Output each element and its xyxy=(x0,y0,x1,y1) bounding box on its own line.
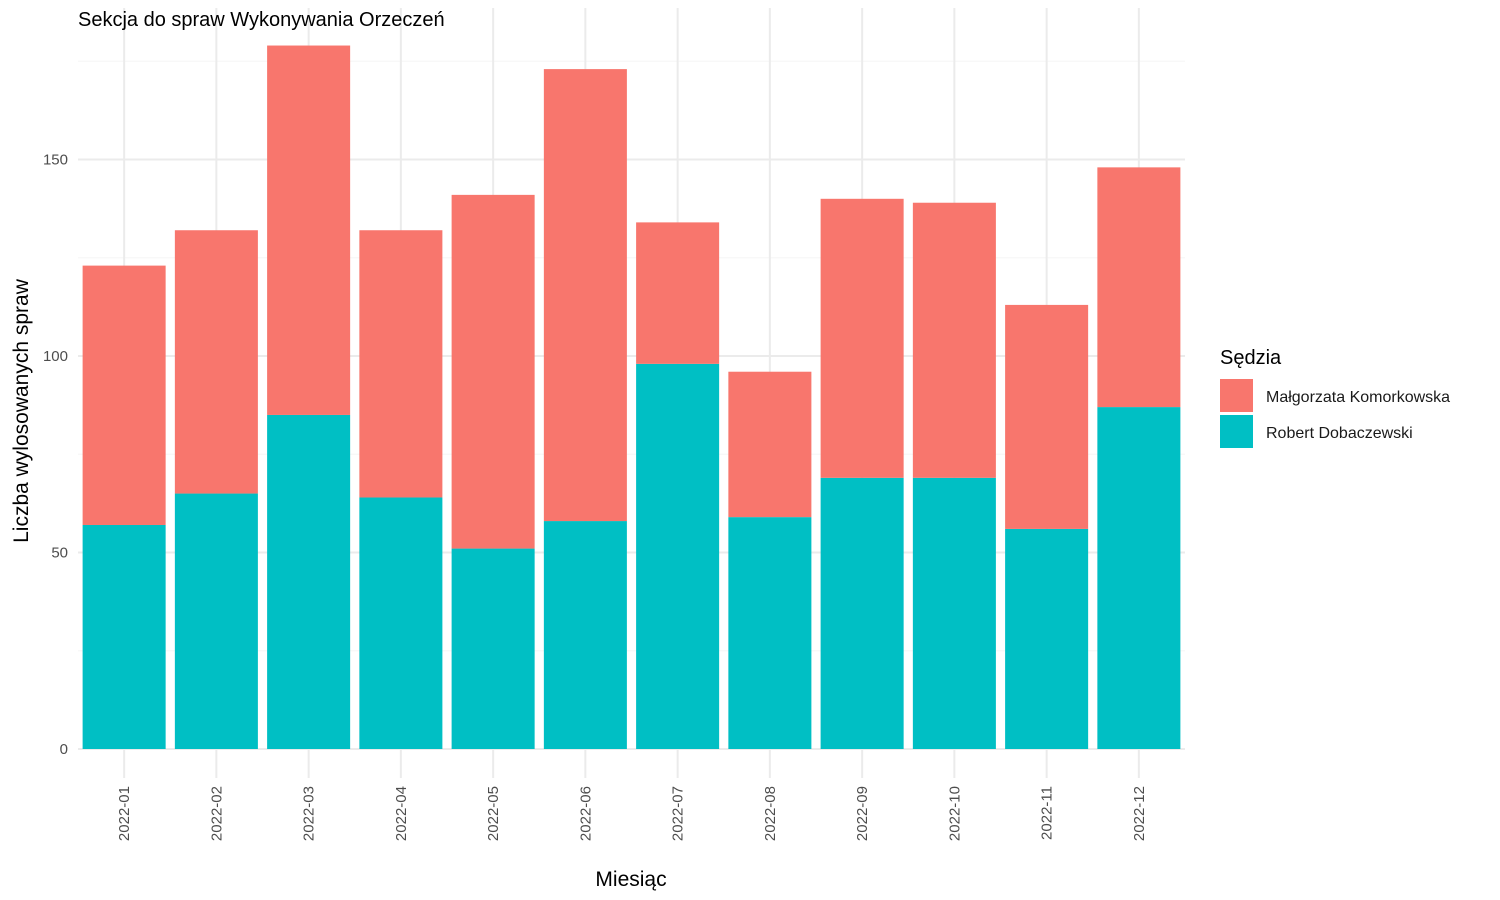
bar-2022-05-series-1 xyxy=(451,194,535,549)
bar-2022-11-series-1 xyxy=(1005,304,1089,529)
x-tick-label: 2022-08 xyxy=(762,786,779,841)
legend: Sędzia Małgorzata Komorkowska Robert Dob… xyxy=(1220,347,1450,448)
bar-2022-08-series-0 xyxy=(728,517,812,749)
legend-swatch-dobaczewski xyxy=(1220,415,1253,448)
bar-2022-06-series-0 xyxy=(543,521,627,749)
x-tick-label: 2022-04 xyxy=(393,786,410,841)
bar-2022-07-series-0 xyxy=(636,363,720,749)
x-tick-label: 2022-10 xyxy=(946,786,963,841)
bar-2022-09-series-0 xyxy=(820,477,904,749)
bar-2022-01-series-0 xyxy=(82,524,166,749)
x-tick-label: 2022-01 xyxy=(116,786,133,841)
x-tick-label: 2022-12 xyxy=(1131,786,1148,841)
x-tick-label: 2022-11 xyxy=(1039,786,1056,840)
chart-title: Sekcja do spraw Wykonywania Orzeczeń xyxy=(78,9,445,31)
y-tick-label: 0 xyxy=(60,741,68,758)
bar-2022-05-series-0 xyxy=(451,548,535,749)
x-tick-label: 2022-02 xyxy=(208,786,225,841)
y-tick-label: 100 xyxy=(43,348,68,365)
bar-2022-04-series-1 xyxy=(359,230,443,498)
bar-2022-03-series-1 xyxy=(267,45,351,415)
bar-2022-12-series-1 xyxy=(1097,167,1181,408)
bar-2022-10-series-1 xyxy=(912,202,996,478)
bar-2022-10-series-0 xyxy=(912,477,996,749)
bar-2022-04-series-0 xyxy=(359,497,443,749)
x-axis-title: Miesiąc xyxy=(595,868,666,891)
bars xyxy=(82,45,1181,749)
bar-2022-01-series-1 xyxy=(82,265,166,525)
bar-2022-02-series-1 xyxy=(174,230,258,494)
x-tick-label: 2022-07 xyxy=(670,786,687,841)
bar-2022-06-series-1 xyxy=(543,69,627,522)
legend-label-dobaczewski: Robert Dobaczewski xyxy=(1266,425,1413,442)
bar-2022-09-series-1 xyxy=(820,198,904,478)
bar-2022-07-series-1 xyxy=(636,222,720,364)
x-tick-label: 2022-05 xyxy=(485,786,502,841)
bar-2022-11-series-0 xyxy=(1005,528,1089,749)
legend-title: Sędzia xyxy=(1220,347,1282,369)
x-tick-label: 2022-09 xyxy=(854,786,871,841)
bar-2022-03-series-0 xyxy=(267,414,351,749)
legend-swatch-komorkowska xyxy=(1220,379,1253,412)
x-tick-label: 2022-06 xyxy=(577,786,594,841)
y-tick-label: 150 xyxy=(43,152,68,169)
y-axis-title: Liczba wylosowanych spraw xyxy=(10,278,33,543)
bar-2022-12-series-0 xyxy=(1097,407,1181,749)
x-axis-ticks: 2022-01 2022-02 2022-03 2022-04 2022-05 2022-… xyxy=(116,786,1148,841)
bar-2022-08-series-1 xyxy=(728,371,812,518)
y-tick-label: 50 xyxy=(51,545,68,562)
y-axis-ticks: 0 50 100 150 xyxy=(43,152,68,759)
legend-label-komorkowska: Małgorzata Komorkowska xyxy=(1266,389,1450,406)
bar-2022-02-series-0 xyxy=(174,493,258,749)
x-tick-label: 2022-03 xyxy=(301,786,318,841)
